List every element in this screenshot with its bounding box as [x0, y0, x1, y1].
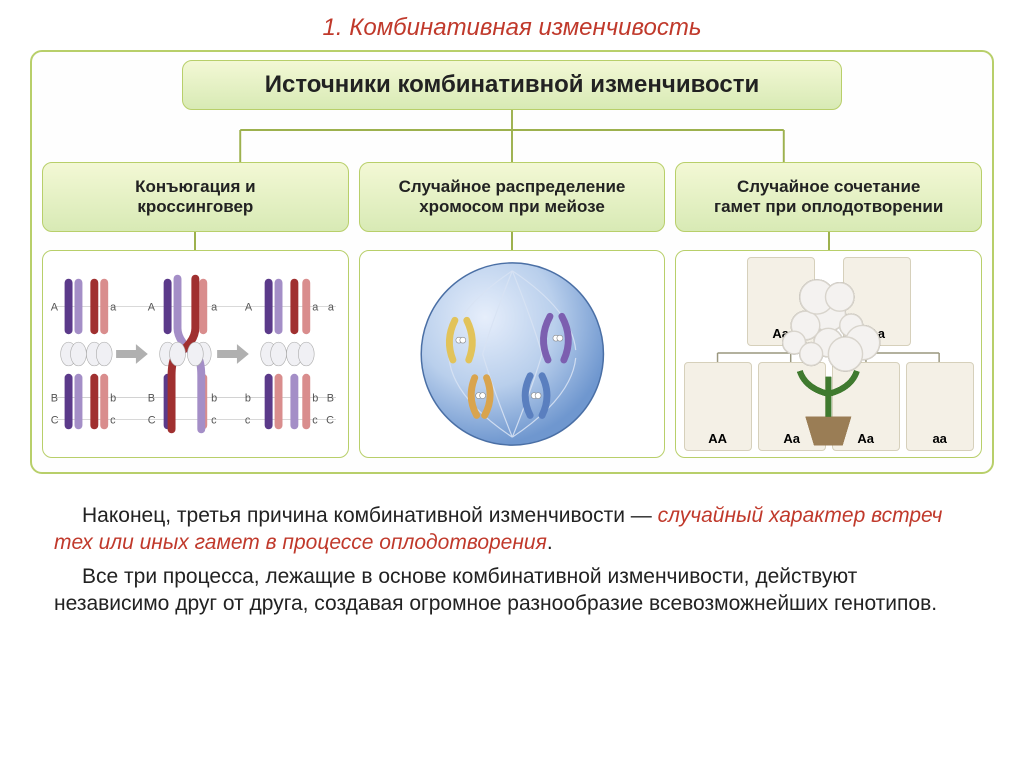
svg-text:C: C: [326, 414, 334, 426]
branch-connector: [511, 232, 513, 250]
svg-text:c: c: [312, 414, 318, 426]
diagram-frame: Источники комбинативной изменчивости Кон…: [30, 50, 994, 474]
branch-label-meiosis: Случайное распределение хромосом при мей…: [359, 162, 666, 232]
branch-crossover: Конъюгация и кроссинговер: [42, 162, 349, 458]
branch-label-crossover: Конъюгация и кроссинговер: [42, 162, 349, 232]
branch-fertilization: Случайное сочетание гамет при оплодотвор…: [675, 162, 982, 458]
svg-text:A: A: [245, 301, 253, 313]
svg-text:b: b: [312, 393, 318, 405]
svg-text:a: a: [328, 301, 335, 313]
cell-illustration: [359, 250, 666, 458]
svg-text:C: C: [51, 414, 59, 426]
paragraph-1: Наконец, третья причина комбинативной из…: [54, 502, 970, 557]
text-run: Наконец, третья причина комбинативной из…: [82, 504, 658, 527]
svg-text:A: A: [148, 301, 156, 313]
svg-text:b: b: [211, 393, 217, 405]
svg-text:A: A: [51, 301, 59, 313]
svg-text:a: a: [110, 301, 117, 313]
text-run: .: [547, 531, 553, 554]
branch-connector: [828, 232, 830, 250]
diagram-header: Источники комбинативной изменчивости: [182, 60, 842, 110]
offspring-row: AA Aa Aa aa: [682, 362, 975, 451]
svg-text:a: a: [312, 301, 319, 313]
branch-label-fertilization: Случайное сочетание гамет при оплодотвор…: [675, 162, 982, 232]
svg-text:c: c: [245, 414, 251, 426]
svg-text:B: B: [51, 393, 58, 405]
tree-connector-top: [182, 110, 842, 162]
svg-text:b: b: [110, 393, 116, 405]
svg-text:c: c: [211, 414, 217, 426]
svg-text:a: a: [211, 301, 218, 313]
svg-text:b: b: [245, 393, 251, 405]
slide-title: 1. Комбинативная изменчивость: [0, 0, 1024, 50]
offspring-card: aa: [906, 362, 974, 451]
branches-row: Конъюгация и кроссинговер: [42, 162, 982, 458]
branch-connector: [194, 232, 196, 250]
svg-text:B: B: [148, 393, 155, 405]
svg-text:c: c: [110, 414, 116, 426]
paragraph-2: Все три процесса, лежащие в основе комби…: [54, 563, 970, 618]
branch-meiosis: Случайное распределение хромосом при мей…: [359, 162, 666, 458]
svg-text:B: B: [327, 393, 334, 405]
crossover-illustration: ABC ABC Abc a B C: [42, 250, 349, 458]
punnett-illustration: Aa × Aa: [675, 250, 982, 458]
body-text: Наконец, третья причина комбинативной из…: [0, 474, 1024, 617]
svg-text:C: C: [148, 414, 156, 426]
